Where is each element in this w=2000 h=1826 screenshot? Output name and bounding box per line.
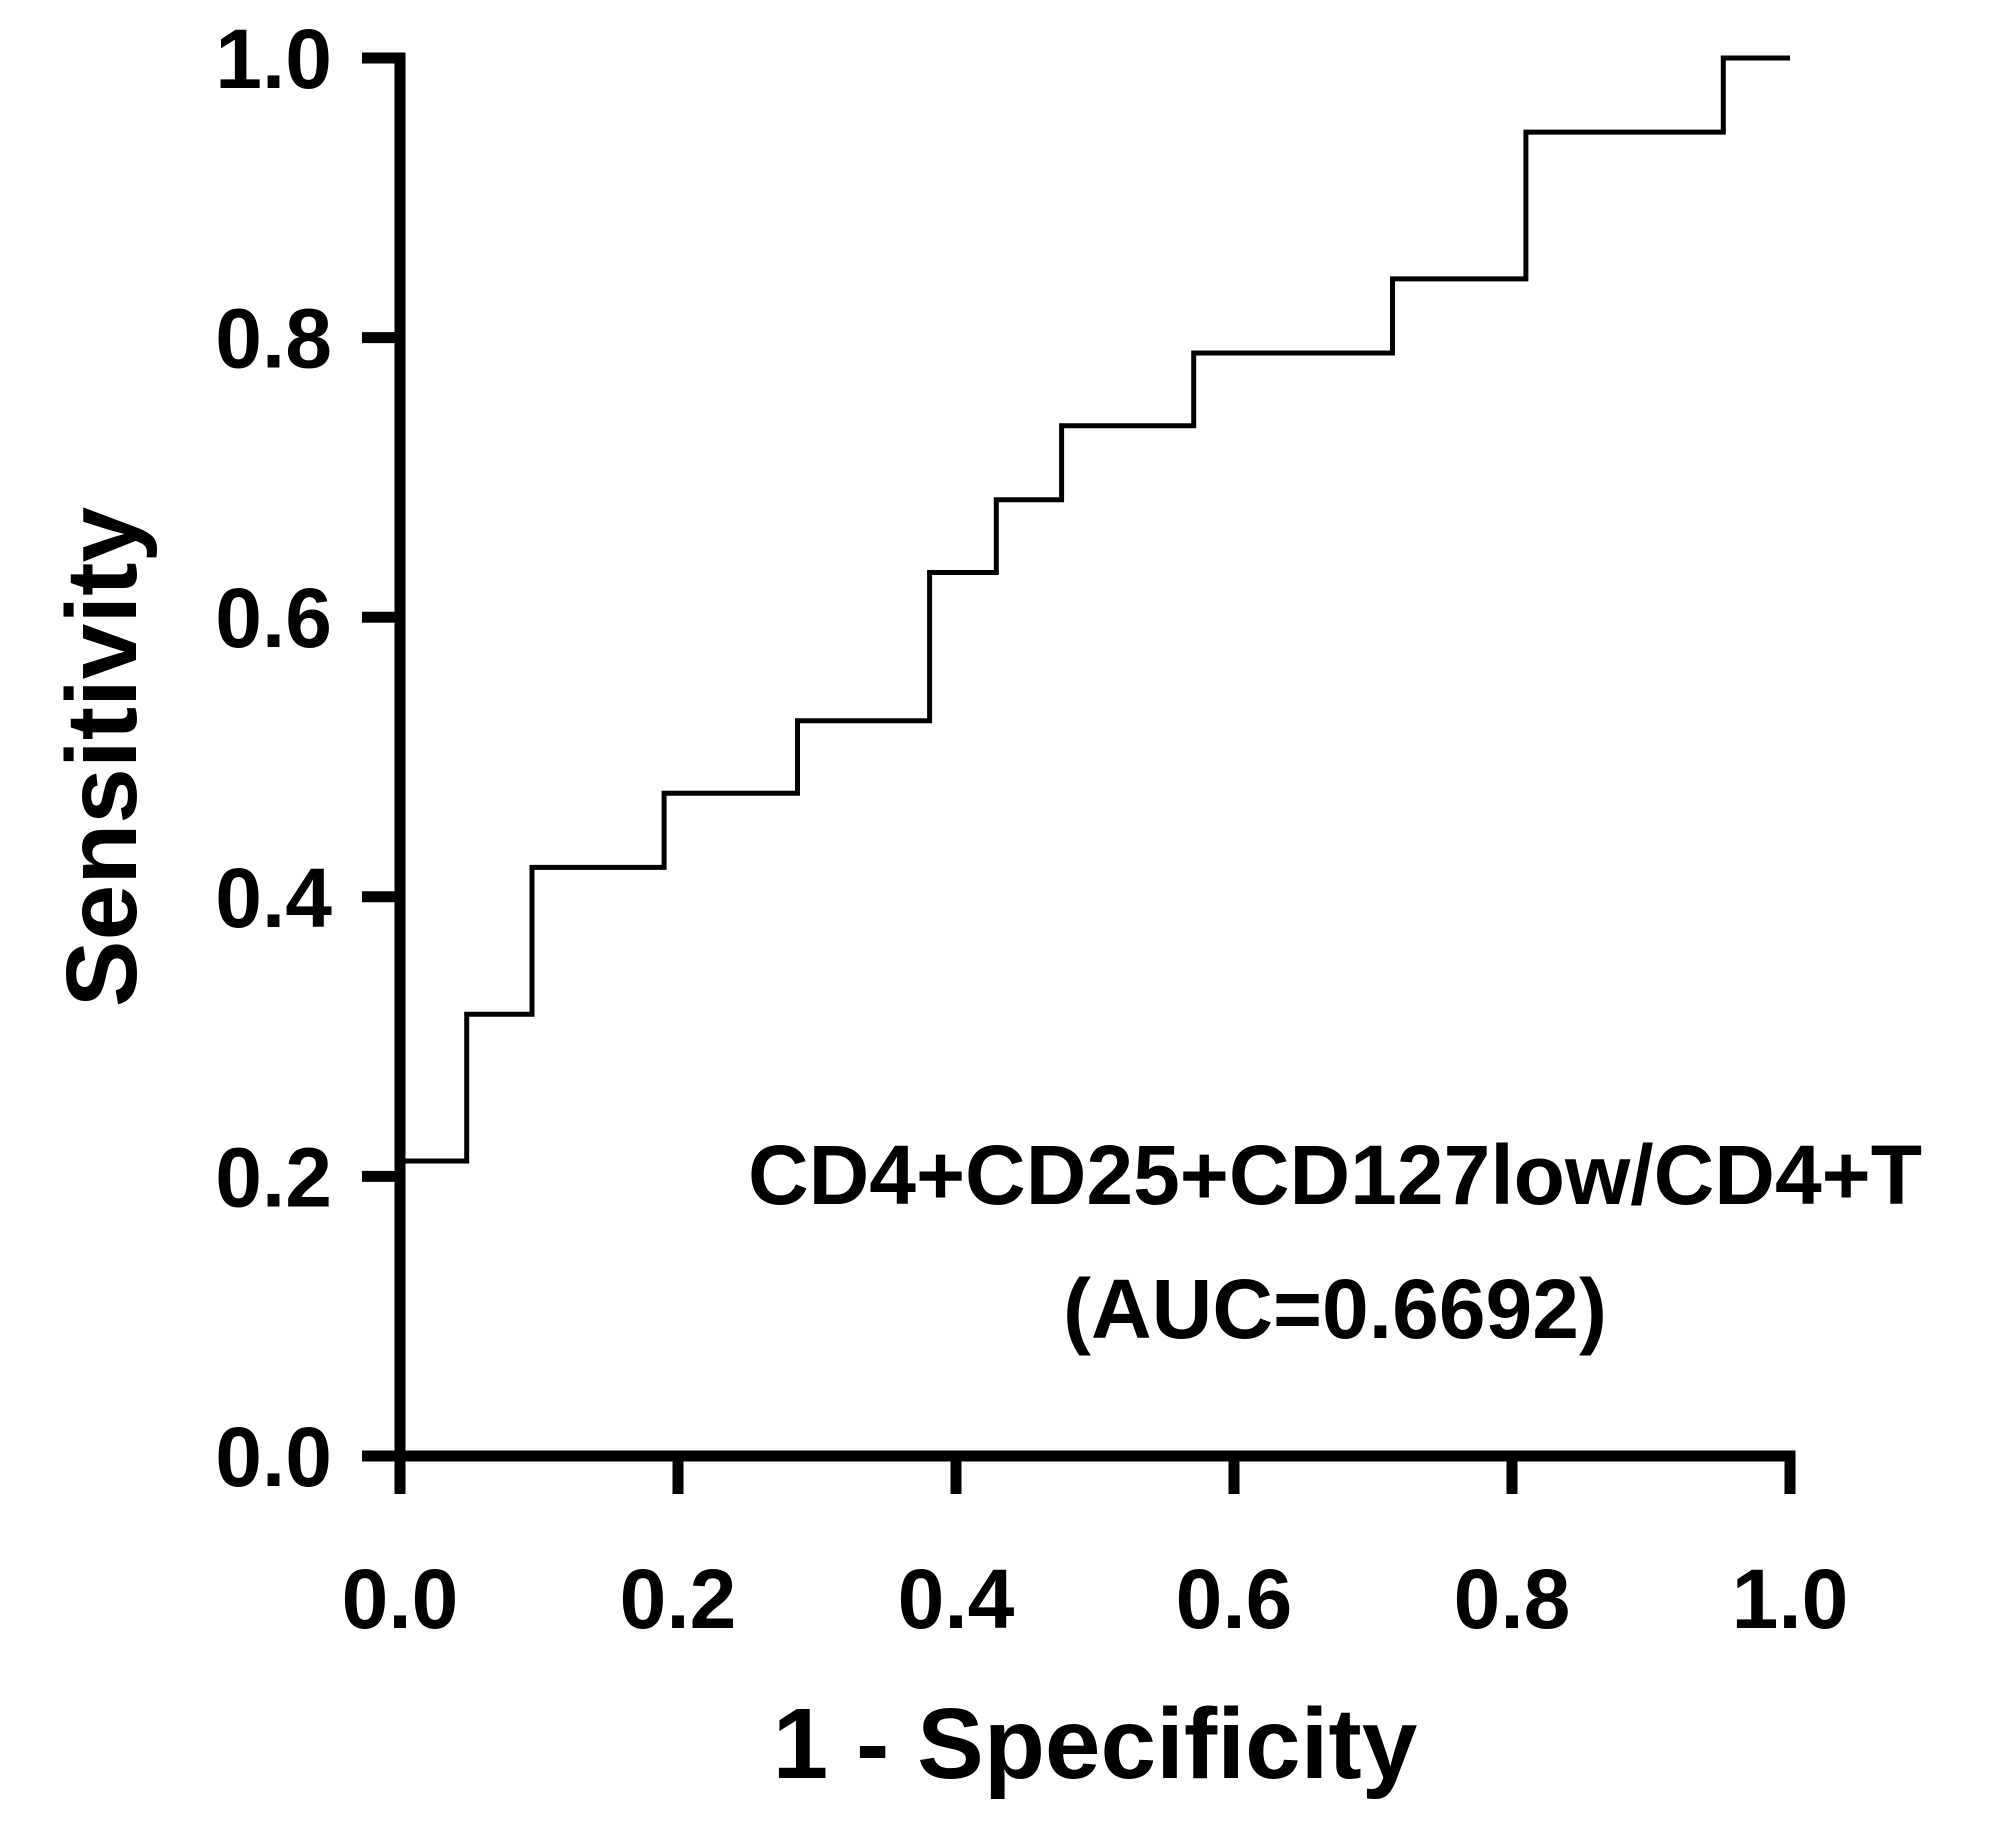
x-tick-label: 0.6	[1176, 1552, 1293, 1646]
axes	[394, 52, 1796, 1462]
annotation-series-label: CD4+CD25+CD127low/CD4+T	[748, 1128, 1922, 1222]
y-tick-label: 0.4	[215, 851, 332, 945]
y-tick-label: 0.0	[215, 1410, 332, 1504]
x-axis-tick-labels: 0.0 0.2 0.4 0.6 0.8 1.0	[342, 1552, 1849, 1646]
x-tick-label: 0.4	[898, 1552, 1015, 1646]
y-tick-label: 0.6	[215, 571, 332, 665]
y-tick-label: 0.8	[215, 292, 332, 386]
y-axis-tick-labels: 0.0 0.2 0.4 0.6 0.8 1.0	[215, 12, 332, 1504]
y-tick-label: 1.0	[215, 12, 332, 106]
y-axis-ticks	[362, 52, 400, 1462]
x-tick-label: 0.8	[1454, 1552, 1571, 1646]
x-tick-label: 0.2	[620, 1552, 737, 1646]
x-axis-title: 1 - Specificity	[773, 1688, 1418, 1800]
x-tick-label: 0.0	[342, 1552, 459, 1646]
roc-curve	[397, 55, 1790, 1456]
y-tick-label: 0.2	[215, 1130, 332, 1224]
x-axis-ticks	[394, 1456, 1796, 1494]
x-tick-label: 1.0	[1732, 1552, 1849, 1646]
annotation-auc-value: (AUC=0.6692)	[1063, 1262, 1607, 1356]
y-axis-title: Sensitivity	[46, 507, 158, 1008]
